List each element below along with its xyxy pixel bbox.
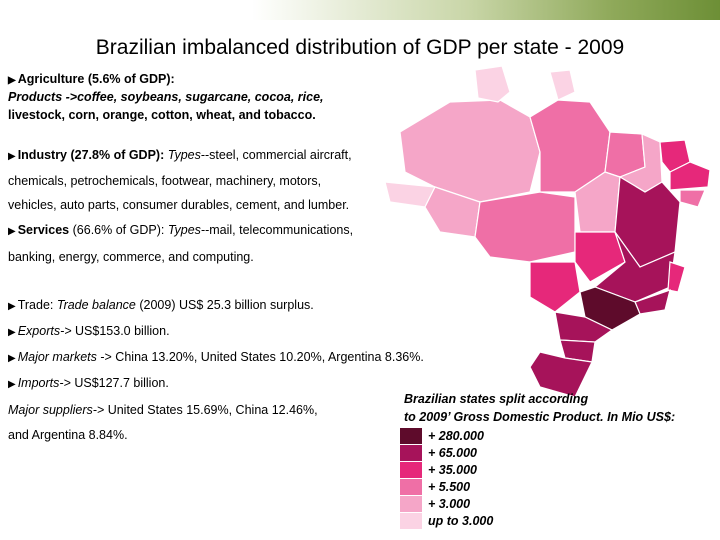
services-heading: Services <box>17 223 70 237</box>
arrow-right-icon: ▶ <box>8 327 16 338</box>
map-state-rio-grande-sul <box>529 351 593 398</box>
legend-swatch-4 <box>400 479 422 495</box>
map-state-amapa <box>549 69 576 101</box>
legend-caption-line-2: to 2009’ Gross Domestic Product. In Mio … <box>404 410 676 424</box>
major-markets-label: Major markets <box>17 350 97 364</box>
legend-label-6: up to 3.000 <box>428 514 494 528</box>
industry-line-2: chemicals, petrochemicals, footwear, mac… <box>8 174 322 188</box>
arrow-right-icon: ▶ <box>8 353 16 364</box>
trade-balance-label: Trade balance <box>56 298 136 312</box>
trade-balance-value: (2009) US$ 25.3 billion surplus. <box>139 298 314 312</box>
map-state-rn-pb-pe <box>669 161 711 191</box>
brazil-gdp-map <box>384 65 711 398</box>
legend-swatch-6 <box>400 513 422 529</box>
header-gradient-bar <box>0 0 720 20</box>
legend-label-1: + 280.000 <box>428 429 484 443</box>
trade-label: Trade: <box>17 298 54 312</box>
legend-label-3: + 35.000 <box>428 463 478 477</box>
agriculture-line-1: Products ->coffee, soybeans, sugarcane, … <box>8 90 324 104</box>
map-state-espirito-santo <box>667 261 686 293</box>
legend-swatch-3 <box>400 462 422 478</box>
industry-line-3: vehicles, auto parts, consumer durables,… <box>8 198 350 212</box>
imports-label: Imports-> <box>17 376 71 390</box>
suppliers-label: Major suppliers-> <box>8 403 105 417</box>
legend-caption-line-1: Brazilian states split according <box>404 392 589 406</box>
industry-line-1-rest: --steel, commercial aircraft, <box>200 148 352 162</box>
services-line-2: banking, energy, commerce, and computing… <box>8 250 254 264</box>
exports-label: Exports-> <box>17 324 72 338</box>
arrow-right-icon: ▶ <box>8 379 16 390</box>
legend-swatch-1 <box>400 428 422 444</box>
suppliers-line-1: Major suppliers-> United States 15.69%, … <box>8 403 318 417</box>
legend-label-2: + 65.000 <box>428 446 478 460</box>
suppliers-line-2: and Argentina 8.84%. <box>8 428 128 442</box>
map-state-minas-gerais <box>593 231 676 303</box>
major-markets-line: ▶ Major markets -> China 13.20%, United S… <box>8 350 424 364</box>
arrow-right-icon: ▶ <box>8 151 16 162</box>
map-state-roraima <box>474 65 511 103</box>
exports-value: US$153.0 billion. <box>75 324 170 338</box>
map-state-parana <box>554 311 614 343</box>
map-state-goias <box>574 231 626 283</box>
services-line-1-rest: --mail, telecommunications, <box>200 223 354 237</box>
industry-heading: Industry (27.8% of GDP): <box>17 148 165 162</box>
map-state-amazonas <box>399 99 541 203</box>
services-line-1: ▶ Services (66.6% of GDP): Types--mail, t… <box>8 223 353 237</box>
legend-label-5: + 3.000 <box>428 497 471 511</box>
trade-line: ▶ Trade: Trade balance (2009) US$ 25.3 bi… <box>8 298 314 312</box>
legend-swatch-2 <box>400 445 422 461</box>
industry-types-label: Types <box>167 148 201 162</box>
legend-swatch-5 <box>400 496 422 512</box>
map-state-al-se <box>679 189 706 208</box>
map-state-mato-grosso-sul <box>529 261 581 313</box>
arrow-right-icon: ▶ <box>8 301 16 312</box>
agriculture-line-2: livestock, corn, orange, cotton, wheat, … <box>8 108 316 122</box>
agriculture-heading: ▶ Agriculture (5.6% of GDP): <box>8 72 175 86</box>
map-state-mato-grosso <box>474 191 576 263</box>
map-state-rondonia <box>424 186 481 238</box>
services-types-label: Types <box>167 223 201 237</box>
industry-line-1: ▶ Industry (27.8% of GDP): Types--steel, … <box>8 148 352 162</box>
arrow-right-icon: ▶ <box>8 226 16 237</box>
major-markets-value: -> China 13.20%, United States 10.20%, A… <box>100 350 424 364</box>
imports-line: ▶ Imports-> US$127.7 billion. <box>8 376 169 390</box>
suppliers-line-1-rest: United States 15.69%, China 12.46%, <box>107 403 318 417</box>
slide-title: Brazilian imbalanced distribution of GDP… <box>95 36 625 59</box>
legend-label-4: + 5.500 <box>428 480 471 494</box>
services-percent: (66.6% of GDP): <box>72 223 165 237</box>
arrow-right-icon: ▶ <box>8 75 16 86</box>
exports-line: ▶ Exports-> US$153.0 billion. <box>8 324 170 338</box>
agriculture-heading-text: Agriculture (5.6% of GDP): <box>17 72 175 86</box>
imports-value: US$127.7 billion. <box>74 376 169 390</box>
